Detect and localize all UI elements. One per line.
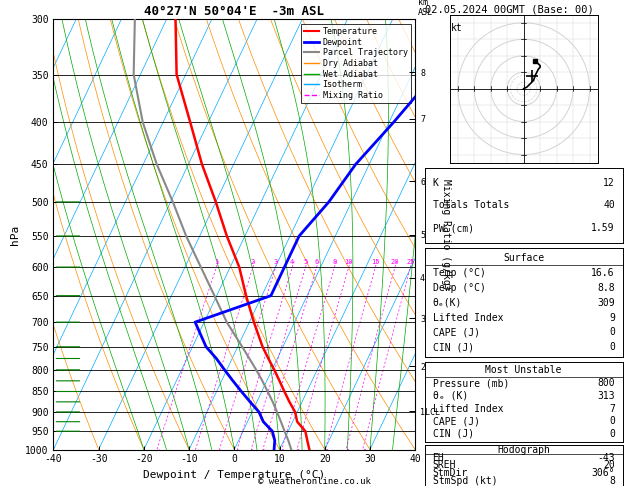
Text: 40: 40 [603, 200, 615, 210]
Text: 1: 1 [214, 259, 218, 265]
Text: 0: 0 [609, 429, 615, 439]
Text: 306°: 306° [591, 468, 615, 478]
Text: 5: 5 [303, 259, 308, 265]
Text: K: K [433, 177, 438, 188]
Text: 800: 800 [597, 378, 615, 388]
Y-axis label: hPa: hPa [9, 225, 19, 244]
Text: Pressure (mb): Pressure (mb) [433, 378, 509, 388]
Text: Surface: Surface [503, 253, 544, 262]
Text: 12: 12 [603, 177, 615, 188]
Text: 8: 8 [332, 259, 337, 265]
Text: 20: 20 [603, 460, 615, 470]
Text: θₑ(K): θₑ(K) [433, 297, 462, 308]
Text: 0: 0 [609, 328, 615, 337]
Text: 7: 7 [609, 403, 615, 414]
Text: CAPE (J): CAPE (J) [433, 328, 479, 337]
Text: 313: 313 [597, 391, 615, 401]
Text: 6: 6 [314, 259, 319, 265]
Text: CIN (J): CIN (J) [433, 429, 474, 439]
Text: StmDir: StmDir [433, 468, 468, 478]
Text: Hodograph: Hodograph [497, 445, 550, 455]
Legend: Temperature, Dewpoint, Parcel Trajectory, Dry Adiabat, Wet Adiabat, Isotherm, Mi: Temperature, Dewpoint, Parcel Trajectory… [301, 24, 411, 103]
Text: CIN (J): CIN (J) [433, 343, 474, 352]
Text: 1.59: 1.59 [591, 223, 615, 233]
Text: 25: 25 [406, 259, 415, 265]
Text: 8: 8 [609, 476, 615, 486]
Y-axis label: Mixing Ratio (g/kg): Mixing Ratio (g/kg) [441, 179, 451, 290]
Text: Lifted Index: Lifted Index [433, 312, 503, 323]
Text: 2: 2 [251, 259, 255, 265]
Text: kt: kt [451, 23, 463, 33]
Text: StmSpd (kt): StmSpd (kt) [433, 476, 497, 486]
Text: CAPE (J): CAPE (J) [433, 416, 479, 426]
Text: km
ASL: km ASL [418, 0, 433, 17]
Text: 10: 10 [345, 259, 353, 265]
Text: 8.8: 8.8 [597, 282, 615, 293]
Text: Lifted Index: Lifted Index [433, 403, 503, 414]
Text: 309: 309 [597, 297, 615, 308]
Text: -43: -43 [597, 452, 615, 463]
Text: 0: 0 [609, 416, 615, 426]
Text: © weatheronline.co.uk: © weatheronline.co.uk [258, 477, 371, 486]
Text: Dewp (°C): Dewp (°C) [433, 282, 486, 293]
Title: 40°27'N 50°04'E  -3m ASL: 40°27'N 50°04'E -3m ASL [144, 5, 325, 18]
Text: 3: 3 [274, 259, 278, 265]
Text: Temp (°C): Temp (°C) [433, 268, 486, 278]
Text: 02.05.2024 00GMT (Base: 00): 02.05.2024 00GMT (Base: 00) [425, 4, 593, 15]
Text: 15: 15 [371, 259, 380, 265]
Text: EH: EH [433, 452, 444, 463]
Text: 4: 4 [290, 259, 294, 265]
Text: 16.6: 16.6 [591, 268, 615, 278]
Text: θₑ (K): θₑ (K) [433, 391, 468, 401]
Text: 20: 20 [391, 259, 399, 265]
Text: Most Unstable: Most Unstable [486, 365, 562, 375]
X-axis label: Dewpoint / Temperature (°C): Dewpoint / Temperature (°C) [143, 470, 325, 480]
Text: SREH: SREH [433, 460, 456, 470]
Text: PW (cm): PW (cm) [433, 223, 474, 233]
Text: 9: 9 [609, 312, 615, 323]
Text: Totals Totals: Totals Totals [433, 200, 509, 210]
Text: 0: 0 [609, 343, 615, 352]
